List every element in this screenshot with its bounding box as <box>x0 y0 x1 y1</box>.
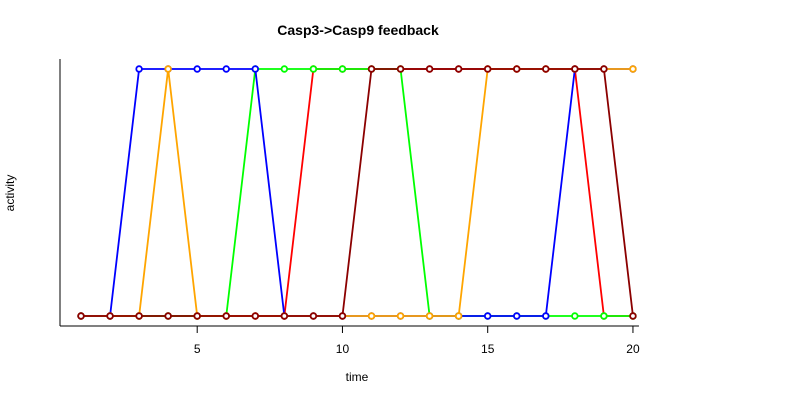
data-point <box>338 65 347 73</box>
x-tick-label: 20 <box>626 342 640 356</box>
series-layer <box>77 65 637 320</box>
data-point <box>571 65 579 73</box>
data-point <box>425 65 434 73</box>
data-point <box>600 65 608 73</box>
chart-title: Casp3->Casp9 feedback <box>277 22 439 38</box>
data-point <box>338 312 347 320</box>
data-point <box>251 312 259 320</box>
data-point <box>484 65 492 73</box>
data-point <box>454 312 463 320</box>
data-point <box>135 65 143 73</box>
x-axis-label: time <box>346 370 369 384</box>
data-point <box>164 312 172 320</box>
data-point <box>222 312 230 320</box>
data-point <box>513 65 521 73</box>
data-point <box>193 65 201 73</box>
x-tick-label: 10 <box>336 342 350 356</box>
data-point <box>280 65 289 73</box>
data-point <box>571 312 579 320</box>
data-point <box>193 312 201 320</box>
data-point <box>367 312 376 320</box>
data-point <box>600 312 608 320</box>
data-point <box>280 312 289 320</box>
data-point <box>629 65 637 73</box>
data-point <box>77 312 85 320</box>
x-axis: 5 10 15 20 <box>60 325 640 356</box>
data-point <box>513 312 521 320</box>
data-point <box>629 312 637 320</box>
series-5 <box>77 65 637 320</box>
data-point <box>164 65 172 73</box>
data-point <box>367 65 376 73</box>
x-tick-label: 5 <box>194 342 201 356</box>
series-line <box>81 68 634 317</box>
data-point <box>135 312 143 320</box>
data-point <box>542 312 550 320</box>
y-axis-label: activity <box>3 175 17 212</box>
x-tick-label: 15 <box>481 342 495 356</box>
data-point <box>396 312 405 320</box>
data-point <box>396 65 405 73</box>
data-point <box>222 65 230 73</box>
data-point <box>309 65 318 73</box>
data-point <box>484 312 492 320</box>
data-point <box>309 312 318 320</box>
data-point <box>251 65 259 73</box>
data-point <box>425 312 434 320</box>
data-point <box>106 312 114 320</box>
data-point <box>542 65 550 73</box>
data-point <box>454 65 463 73</box>
